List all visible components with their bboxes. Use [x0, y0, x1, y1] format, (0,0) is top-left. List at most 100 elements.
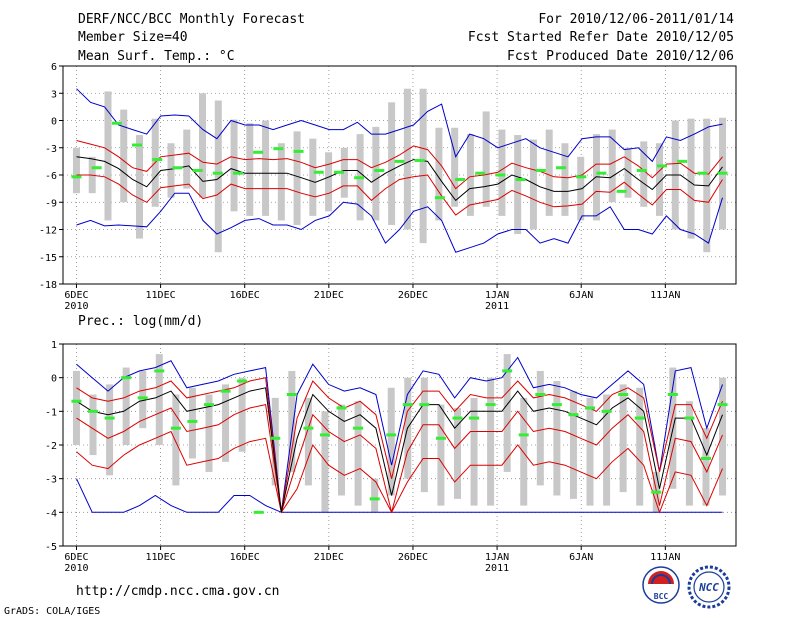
- bcc-logo: BCC: [642, 566, 680, 604]
- ensemble-box: [354, 401, 362, 506]
- ensemble-box: [498, 129, 506, 216]
- ensemble-box: [271, 397, 279, 486]
- ensemble-box: [420, 377, 428, 493]
- ensemble-box: [451, 127, 459, 207]
- x-tick-label: 16DEC: [230, 290, 260, 301]
- ensemble-box: [72, 147, 80, 194]
- ensemble-box: [687, 118, 695, 239]
- ensemble-box: [553, 381, 561, 496]
- ensemble-box: [403, 88, 411, 230]
- x-tick-label: 6JAN: [569, 552, 593, 563]
- x-tick-label: 11JAN: [650, 290, 680, 301]
- ensemble-box: [702, 428, 710, 506]
- ensemble-box: [470, 397, 478, 506]
- ensemble-box: [277, 143, 285, 221]
- ensemble-box: [246, 123, 254, 216]
- ensemble-box: [205, 394, 213, 472]
- ensemble-box: [222, 384, 230, 462]
- series-line-upper-inner: [76, 140, 723, 190]
- series-line-lower-inner-2: [76, 430, 723, 514]
- ensemble-box: [304, 397, 312, 486]
- x-year-label: 2011: [485, 563, 509, 574]
- forecast-produced-date: Fcst Produced Date 2010/12/06: [507, 49, 734, 64]
- x-tick-label: 16DEC: [230, 552, 260, 563]
- ensemble-box: [139, 370, 147, 429]
- ensemble-box: [437, 404, 445, 506]
- ensemble-box: [685, 401, 693, 506]
- x-tick-label: 6JAN: [569, 290, 593, 301]
- ensemble-box: [482, 111, 490, 207]
- y-tick-label: 3: [51, 89, 57, 100]
- ensemble-box: [545, 129, 553, 216]
- grads-credit: GrADS: COLA/IGES: [4, 606, 100, 617]
- x-tick-label: 11DEC: [146, 290, 176, 301]
- ensemble-box: [172, 394, 180, 486]
- forecast-period: For 2010/12/06-2011/01/14: [538, 12, 734, 27]
- ensemble-box: [321, 411, 329, 513]
- ensemble-box: [520, 397, 528, 506]
- ensemble-box: [569, 391, 577, 499]
- ensemble-box: [135, 135, 143, 239]
- y-tick-label: -5: [45, 542, 57, 553]
- ensemble-box: [529, 139, 537, 230]
- series-line-mean: [76, 387, 723, 513]
- ensemble-box: [561, 143, 569, 216]
- ensemble-box: [338, 404, 346, 496]
- ensemble-box: [514, 135, 522, 235]
- x-tick-label: 6DEC: [64, 552, 88, 563]
- ensemble-box: [214, 100, 222, 253]
- precip-title: Prec.: log(mm/d): [78, 314, 203, 329]
- y-tick-label: -12: [39, 226, 57, 237]
- y-tick-label: -6: [45, 171, 57, 182]
- ensemble-box: [466, 134, 474, 216]
- ensemble-box: [619, 384, 627, 493]
- ensemble-box: [586, 397, 594, 506]
- ensemble-box: [288, 370, 296, 472]
- y-tick-label: -18: [39, 280, 57, 291]
- ensemble-box: [453, 407, 461, 499]
- ensemble-box: [536, 370, 544, 486]
- ensemble-box: [340, 147, 348, 198]
- variable-label: Mean Surf. Temp.: °C: [78, 49, 235, 64]
- ensemble-box: [293, 131, 301, 225]
- series-line-lower-inner: [76, 174, 723, 216]
- ensemble-box: [371, 478, 379, 513]
- x-tick-label: 26DEC: [398, 290, 428, 301]
- ensemble-box: [656, 143, 664, 216]
- ensemble-box: [188, 387, 196, 459]
- ensemble-box: [388, 102, 396, 225]
- ensemble-box: [624, 147, 632, 198]
- ensemble-box: [199, 93, 207, 198]
- y-tick-label: -2: [45, 441, 57, 452]
- x-tick-label: 1JAN: [485, 290, 509, 301]
- y-tick-label: -3: [45, 144, 57, 155]
- series-line-upper-outer: [76, 88, 723, 163]
- footer-url: http://cmdp.ncc.cma.gov.cn: [76, 584, 280, 599]
- y-tick-label: -1: [45, 407, 57, 418]
- x-year-label: 2010: [64, 301, 88, 312]
- figure-title: DERF/NCC/BCC Monthly Forecast: [78, 12, 305, 27]
- ensemble-box: [503, 354, 511, 472]
- ensemble-box: [719, 377, 727, 496]
- ensemble-box: [230, 119, 238, 212]
- x-tick-label: 11DEC: [146, 552, 176, 563]
- x-year-label: 2010: [64, 563, 88, 574]
- series-line-upper-outer: [76, 356, 723, 513]
- series-line-lower-outer: [76, 192, 723, 253]
- series-line-lower-outer: [76, 478, 723, 513]
- member-size: Member Size=40: [78, 30, 188, 45]
- ensemble-box: [636, 387, 644, 506]
- y-tick-label: 1: [51, 340, 57, 351]
- y-tick-label: 0: [51, 374, 57, 385]
- ensemble-box: [608, 129, 616, 203]
- x-tick-label: 1JAN: [485, 552, 509, 563]
- x-tick-label: 26DEC: [398, 552, 428, 563]
- ensemble-box: [120, 109, 128, 203]
- ensemble-box: [72, 370, 80, 445]
- y-tick-label: 0: [51, 117, 57, 128]
- x-year-label: 2011: [485, 301, 509, 312]
- series-line-lower-inner: [76, 403, 723, 513]
